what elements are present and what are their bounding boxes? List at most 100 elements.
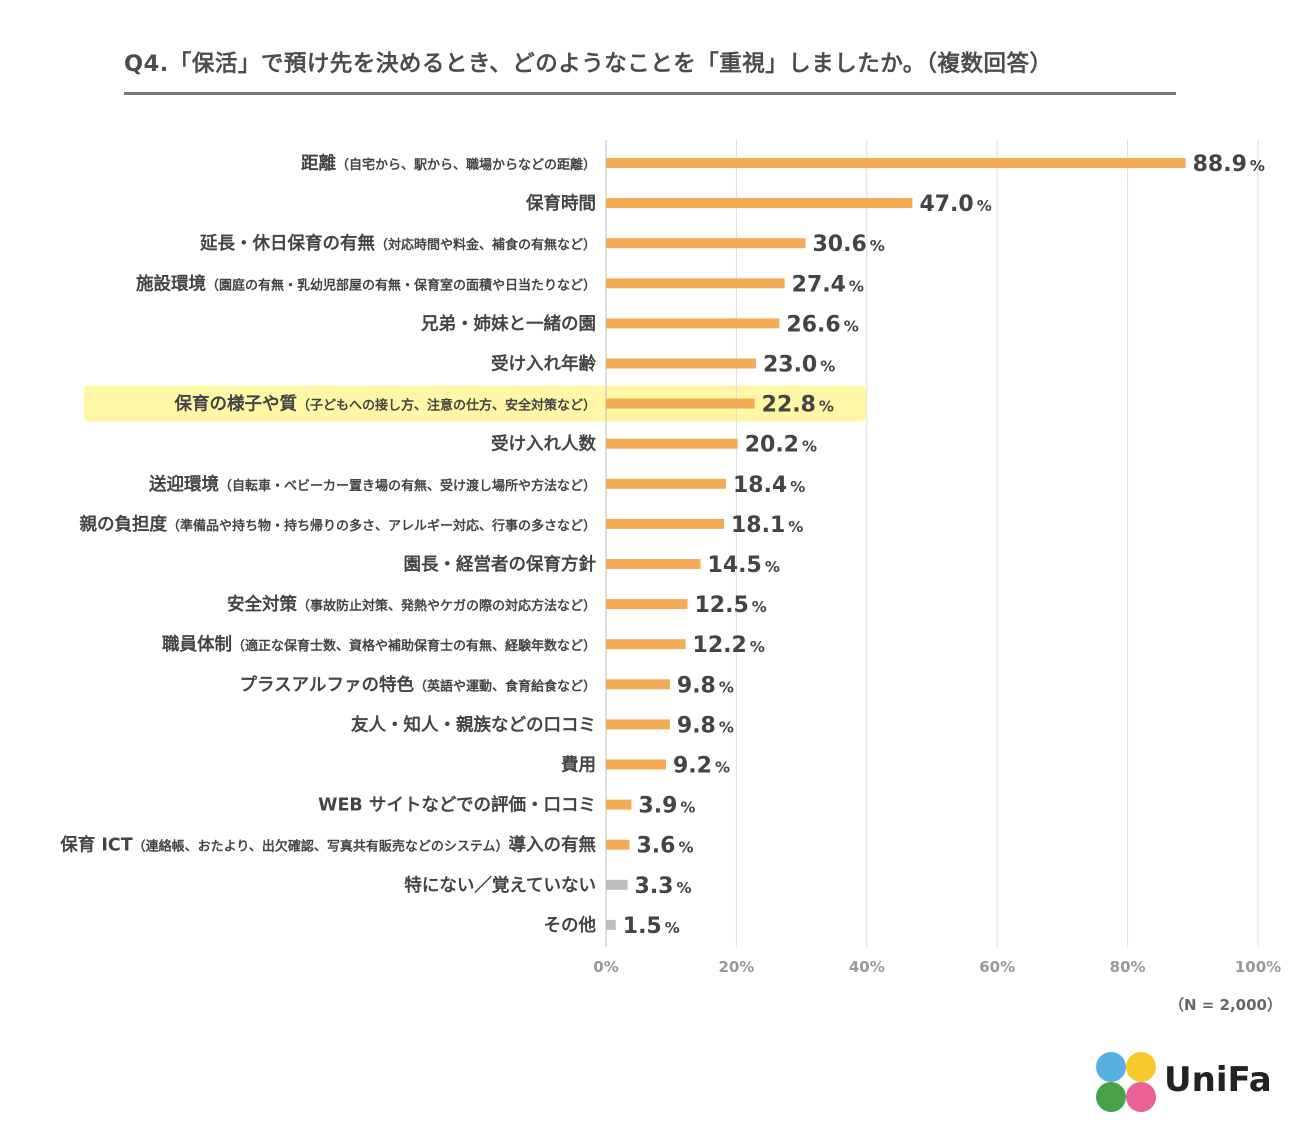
category-main-label: 職員体制	[162, 634, 232, 655]
bar	[606, 398, 755, 409]
category-label: プラスアルファの特色（英語や運動、食育給食など）	[240, 674, 597, 695]
category-label: WEB サイトなどでの評価・口コミ	[318, 795, 596, 816]
category-label: 兄弟・姉妹と一緒の園	[420, 313, 596, 334]
logo-blob-pink	[1126, 1082, 1156, 1112]
bar	[606, 919, 616, 930]
value-number: 30.6	[813, 232, 867, 257]
category-sub-label: （事故防止対策、発熱やケガの際の対応方法など）	[297, 598, 596, 614]
value-unit: %	[1250, 157, 1265, 175]
bar	[606, 679, 670, 690]
bar	[606, 278, 785, 289]
value-label: 9.8%	[677, 673, 734, 698]
category-label: その他	[544, 915, 597, 936]
bar	[606, 719, 670, 730]
bar	[606, 799, 632, 810]
value-unit: %	[802, 438, 817, 456]
bar	[606, 478, 726, 489]
value-number: 9.2	[673, 754, 712, 779]
bar	[606, 559, 701, 569]
category-label: 特にない／覚えていない	[404, 875, 596, 896]
category-label: 費用	[561, 755, 596, 776]
chart-title: Q4.「保活」で預け先を決めるとき、どのようなことを「重視」しましたか。（複数回…	[124, 51, 1053, 77]
value-unit: %	[849, 277, 864, 295]
value-number: 9.8	[677, 713, 716, 738]
value-unit: %	[977, 197, 992, 215]
category-label: 保育時間	[525, 193, 596, 214]
value-label: 14.5%	[708, 553, 780, 578]
category-sub-label: （対応時間や料金、補食の有無など）	[375, 237, 596, 253]
category-main-label: 保育 ICT	[59, 835, 132, 856]
category-sub-label: （自転車・ベビーカー置き場の有無、受け渡し場所や方法など）	[219, 478, 596, 494]
category-label: 保育 ICT（連絡帳、おたより、出欠確認、写真共有販売などのシステム）導入の有無	[59, 835, 596, 856]
value-number: 3.3	[635, 874, 674, 899]
value-unit: %	[870, 237, 885, 255]
category-main-label: 保育時間	[525, 193, 596, 214]
category-main-label: 送迎環境	[149, 474, 219, 495]
category-label: 友人・知人・親族などの口コミ	[351, 714, 596, 735]
value-label: 12.2%	[693, 633, 765, 658]
category-sub-label: （適正な保育士数、資格や補助保育士の有無、経験年数など）	[232, 638, 596, 654]
bar	[606, 438, 738, 449]
sample-size-note: （N = 2,000）	[1168, 996, 1282, 1014]
value-unit: %	[790, 478, 805, 496]
title-underline	[124, 92, 1176, 95]
category-main-label: 延長・休日保育の有無	[199, 233, 375, 254]
value-unit: %	[665, 919, 680, 937]
value-unit: %	[819, 398, 834, 416]
value-number: 88.9	[1193, 152, 1247, 177]
bar	[606, 518, 725, 529]
bar	[606, 599, 688, 610]
x-tick-label: 80%	[1110, 958, 1146, 976]
value-unit: %	[719, 718, 734, 736]
value-label: 18.4%	[733, 473, 805, 498]
category-sub-label: （園庭の有無・乳幼児部屋の有無・保育室の面積や日当たりなど）	[206, 277, 596, 293]
category-sub-label: （準備品や持ち物・持ち帰りの多さ、アレルギー対応、行事の多さなど）	[167, 518, 596, 534]
value-number: 3.9	[638, 794, 677, 819]
value-label: 1.5%	[623, 914, 680, 939]
category-main-label: 安全対策	[227, 594, 297, 615]
x-tick-label: 60%	[979, 958, 1015, 976]
category-label: 職員体制（適正な保育士数、資格や補助保育士の有無、経験年数など）	[162, 634, 596, 655]
value-label: 12.5%	[695, 593, 767, 618]
x-tick-label: 40%	[849, 958, 885, 976]
category-main-label: プラスアルファの特色	[240, 674, 415, 695]
category-main-label: 受け入れ人数	[491, 434, 596, 455]
value-number: 3.6	[636, 834, 675, 859]
category-tail-label: 導入の有無	[509, 835, 597, 856]
value-label: 3.9%	[638, 794, 695, 819]
value-label: 30.6%	[813, 232, 885, 257]
value-number: 12.2	[693, 633, 747, 658]
value-number: 18.4	[733, 473, 787, 498]
category-label: 安全対策（事故防止対策、発熱やケガの際の対応方法など）	[227, 594, 596, 615]
value-unit: %	[678, 839, 693, 857]
bar-chart: 0% 20% 40% 60% 80% 100% 距離（自宅から、駅から、職場からなどの距離）…	[59, 140, 1281, 976]
x-tick-label: 100%	[1235, 958, 1281, 976]
bar	[606, 358, 756, 369]
value-label: 27.4%	[792, 272, 864, 297]
x-tick-label: 0%	[593, 958, 618, 976]
category-main-label: 兄弟・姉妹と一緒の園	[420, 313, 596, 334]
bar	[606, 639, 686, 650]
value-number: 12.5	[695, 593, 749, 618]
value-label: 3.6%	[636, 834, 693, 859]
category-label: 受け入れ人数	[491, 434, 596, 455]
value-label: 20.2%	[745, 433, 817, 458]
value-number: 47.0	[919, 192, 973, 217]
bar	[606, 158, 1186, 168]
value-unit: %	[752, 598, 767, 616]
value-label: 26.6%	[786, 312, 858, 337]
value-unit: %	[719, 678, 734, 696]
category-label: 施設環境（園庭の有無・乳幼児部屋の有無・保育室の面積や日当たりなど）	[136, 273, 596, 294]
category-main-label: 距離	[301, 153, 336, 174]
value-unit: %	[750, 638, 765, 656]
category-main-label: 受け入れ年齢	[491, 354, 596, 375]
value-number: 9.8	[677, 673, 716, 698]
logo-blob-yellow	[1126, 1052, 1156, 1082]
value-label: 47.0%	[919, 192, 991, 217]
category-sub-label: （自宅から、駅から、職場からなどの距離）	[336, 157, 596, 173]
category-main-label: 親の負担度	[79, 514, 167, 535]
value-label: 9.8%	[677, 713, 734, 738]
category-label: 保育の様子や質（子どもへの接し方、注意の仕方、安全対策など）	[173, 394, 596, 415]
value-unit: %	[680, 799, 695, 817]
category-main-label: 施設環境	[136, 273, 206, 294]
